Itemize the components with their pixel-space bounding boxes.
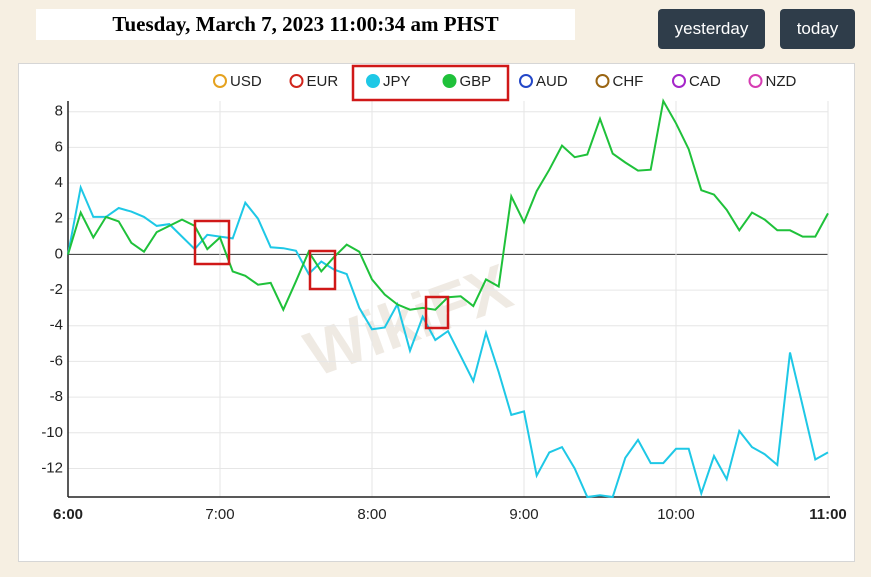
y-tick-label: -8 bbox=[50, 388, 63, 405]
x-tick-label: 11:00 bbox=[809, 506, 847, 523]
y-tick-label: -2 bbox=[50, 281, 63, 298]
yesterday-button[interactable]: yesterday bbox=[658, 9, 765, 49]
legend-label: GBP bbox=[460, 73, 492, 90]
legend-marker bbox=[519, 74, 533, 88]
legend-marker bbox=[672, 74, 686, 88]
legend-label: JPY bbox=[383, 73, 411, 90]
legend-label: NZD bbox=[766, 73, 797, 90]
legend-marker bbox=[366, 74, 380, 88]
x-tick-label: 9:00 bbox=[509, 506, 538, 523]
legend-marker bbox=[442, 74, 457, 88]
legend-label: CHF bbox=[613, 73, 644, 90]
legend-label: AUD bbox=[536, 73, 568, 90]
legend-marker bbox=[748, 74, 763, 88]
legend-marker bbox=[213, 74, 227, 88]
y-tick-label: 6 bbox=[55, 138, 63, 155]
x-tick-label: 8:00 bbox=[357, 506, 386, 523]
x-tick-label: 6:00 bbox=[53, 506, 83, 523]
legend-marker bbox=[595, 74, 610, 88]
y-tick-label: -10 bbox=[41, 424, 63, 441]
x-tick-label: 7:00 bbox=[205, 506, 234, 523]
y-tick-label: -4 bbox=[50, 317, 63, 334]
y-tick-label: 4 bbox=[55, 174, 63, 191]
legend-label: CAD bbox=[689, 73, 721, 90]
y-tick-label: -12 bbox=[41, 459, 63, 476]
today-button[interactable]: today bbox=[780, 9, 855, 49]
watermark: WikiFX bbox=[296, 250, 521, 391]
y-tick-label: 8 bbox=[55, 103, 63, 120]
date-title: Tuesday, March 7, 2023 11:00:34 am PHST bbox=[36, 9, 575, 40]
legend-label: USD bbox=[230, 73, 262, 90]
x-tick-label: 10:00 bbox=[657, 506, 695, 523]
y-tick-label: 2 bbox=[55, 210, 63, 227]
legend-label: EUR bbox=[307, 73, 339, 90]
y-tick-label: 0 bbox=[55, 245, 63, 262]
legend-marker bbox=[289, 74, 304, 88]
y-tick-label: -6 bbox=[50, 352, 63, 369]
